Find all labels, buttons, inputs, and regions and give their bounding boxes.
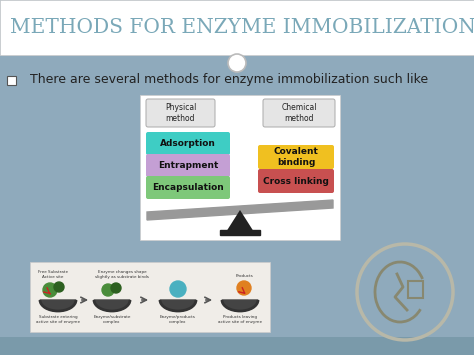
Polygon shape	[147, 200, 333, 220]
Text: Covalent
binding: Covalent binding	[273, 147, 319, 167]
FancyBboxPatch shape	[8, 76, 17, 84]
Text: Substrate entering
active site of enzyme: Substrate entering active site of enzyme	[36, 315, 80, 324]
Text: Products: Products	[236, 274, 254, 278]
Polygon shape	[40, 300, 76, 311]
FancyBboxPatch shape	[146, 154, 230, 177]
Text: Entrapment: Entrapment	[158, 161, 218, 170]
Polygon shape	[160, 300, 196, 311]
FancyBboxPatch shape	[146, 176, 230, 199]
Circle shape	[170, 281, 186, 297]
Text: Chemical
method: Chemical method	[281, 103, 317, 123]
Text: Enzyme changes shape
slightly as substrate binds: Enzyme changes shape slightly as substra…	[95, 271, 149, 279]
Text: Enzyme/substrate
complex: Enzyme/substrate complex	[93, 315, 131, 324]
Text: Enzyme/products
complex: Enzyme/products complex	[160, 315, 196, 324]
Text: Adsorption: Adsorption	[160, 139, 216, 148]
Text: There are several methods for enzyme immobilization such like: There are several methods for enzyme imm…	[22, 72, 428, 86]
Text: Products leaving
active site of enzyme: Products leaving active site of enzyme	[218, 315, 262, 324]
Circle shape	[43, 283, 57, 297]
Polygon shape	[226, 210, 254, 232]
Bar	[0, 337, 474, 355]
Circle shape	[54, 282, 64, 292]
FancyBboxPatch shape	[146, 99, 215, 127]
Bar	[0, 0, 474, 55]
FancyBboxPatch shape	[258, 169, 334, 193]
Text: Encapsulation: Encapsulation	[152, 183, 224, 192]
Text: METHODS FOR ENZYME IMMOBILIZATION: METHODS FOR ENZYME IMMOBILIZATION	[10, 18, 474, 37]
Circle shape	[102, 284, 114, 296]
Text: Cross linking: Cross linking	[263, 176, 329, 186]
FancyBboxPatch shape	[146, 132, 230, 155]
Text: Free Substrate
Active site: Free Substrate Active site	[38, 271, 68, 279]
FancyBboxPatch shape	[263, 99, 335, 127]
Polygon shape	[222, 300, 258, 311]
Bar	[30, 262, 270, 332]
FancyBboxPatch shape	[258, 145, 334, 169]
Polygon shape	[220, 230, 260, 235]
Text: Physical
method: Physical method	[165, 103, 196, 123]
FancyBboxPatch shape	[140, 95, 340, 240]
Polygon shape	[94, 300, 130, 311]
Circle shape	[228, 54, 246, 72]
Circle shape	[111, 283, 121, 293]
Circle shape	[237, 281, 251, 295]
